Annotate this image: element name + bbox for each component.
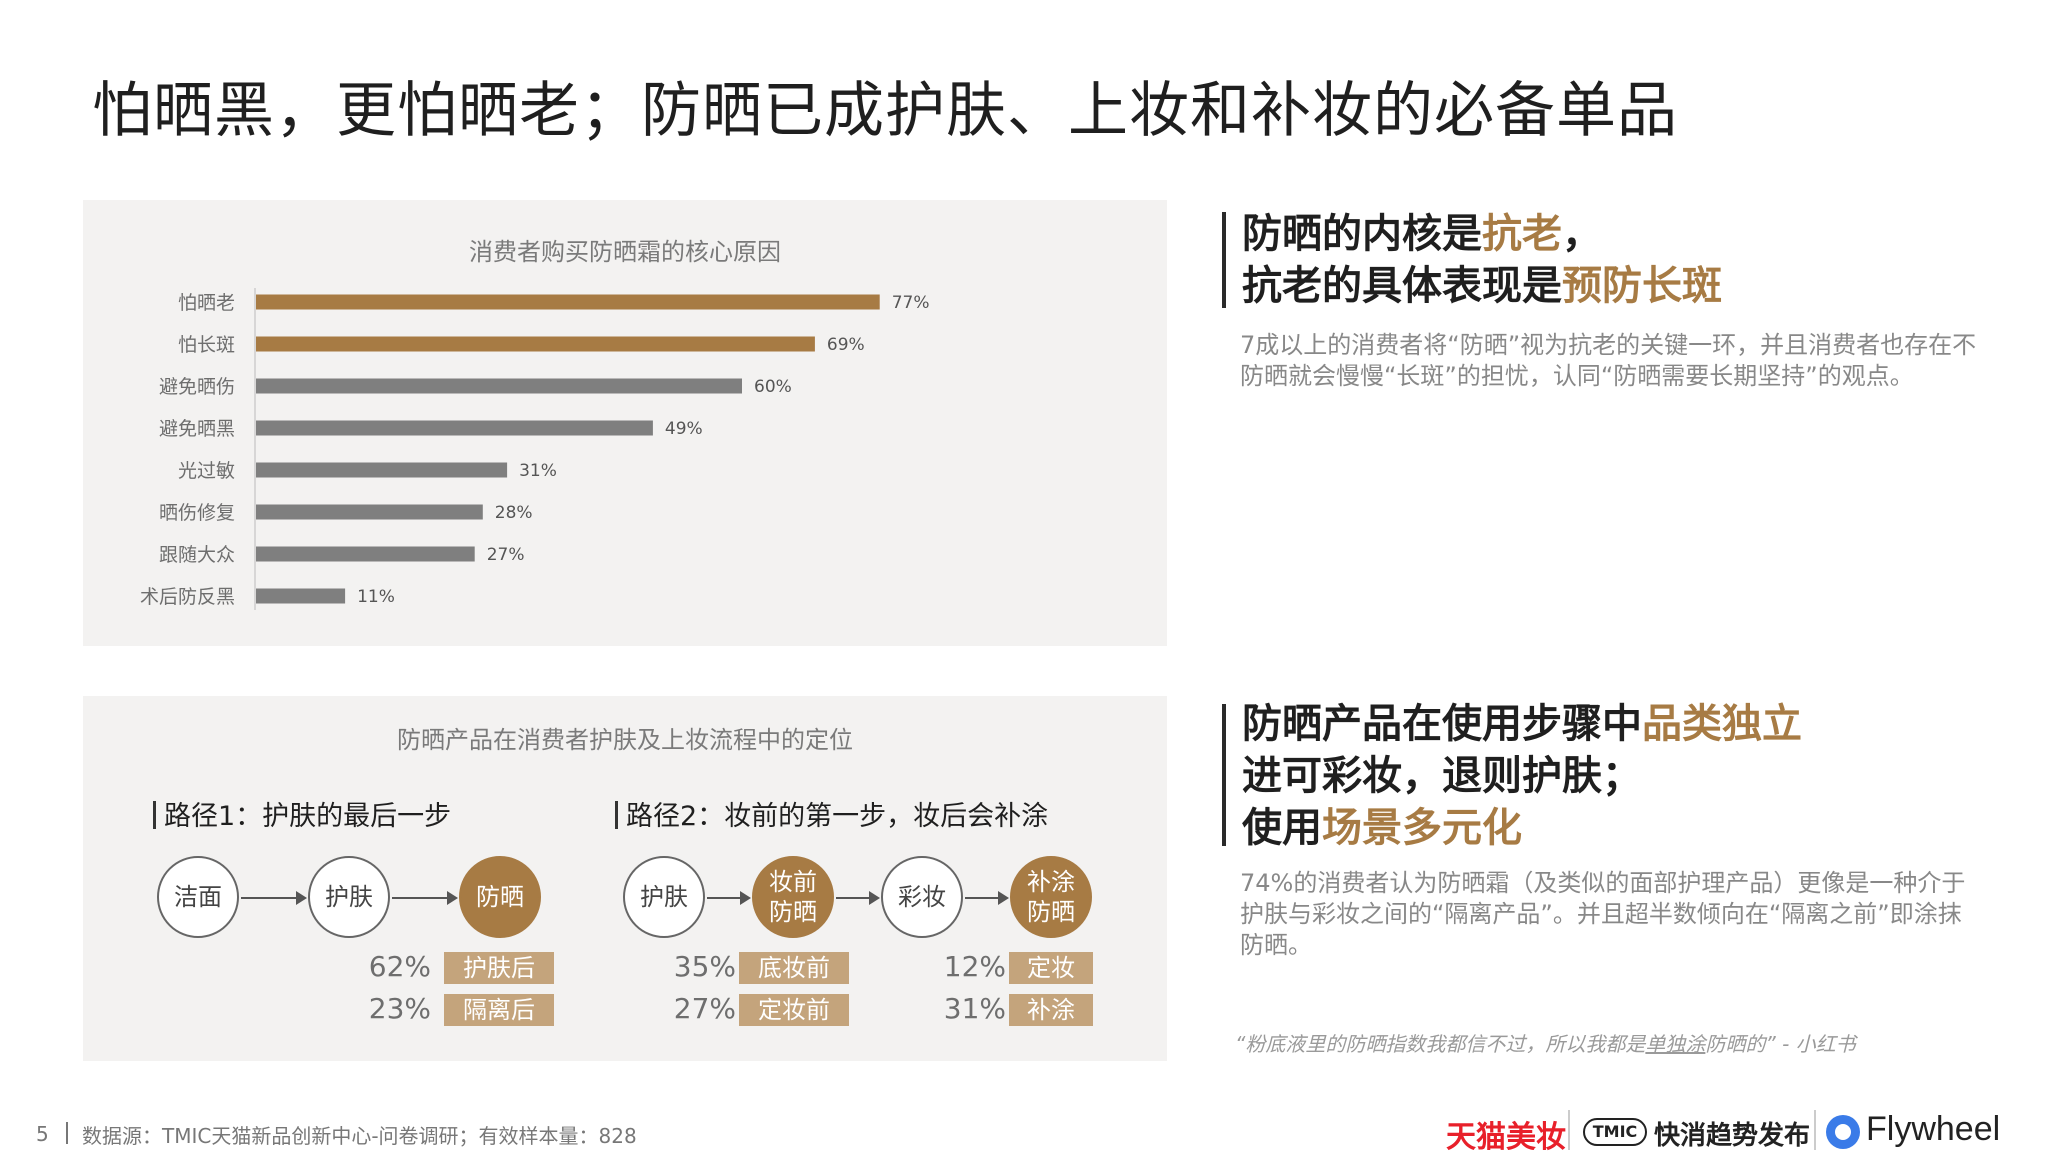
stat-tag: 定妆前 (739, 994, 849, 1026)
flywheel-logo-icon (1826, 1115, 1860, 1149)
path1-title: 路径1：护肤的最后一步 (153, 794, 451, 833)
insight2-body: 74%的消费者认为防晒霜（及类似的面部护理产品）更像是一种介于护肤与彩妆之间的“… (1240, 869, 1966, 959)
stat-tag: 底妆前 (739, 952, 849, 984)
stat-pct: 27% (673, 992, 736, 1025)
bar (256, 420, 653, 436)
page-number: 5 (36, 1122, 49, 1146)
bar (256, 336, 815, 352)
value-label: 11% (357, 587, 395, 607)
step-skincare: 护肤 (623, 856, 705, 938)
bar (256, 588, 346, 604)
category-label: 光过敏 (178, 460, 235, 482)
arrow (241, 891, 307, 905)
arrow (392, 891, 458, 905)
bar-chart-panel: 消费者购买防晒霜的核心原因 怕晒老 77% 怕长斑 69% 避免晒伤 60% 避免晒黑 49%… (83, 200, 1167, 646)
stat-pct: 35% (673, 950, 736, 983)
step-cleanse: 洁面 (157, 856, 239, 938)
bar (256, 294, 880, 310)
arrow (707, 891, 751, 905)
value-label: 27% (487, 545, 525, 565)
stat-pct: 12% (943, 950, 1006, 983)
value-label: 31% (519, 461, 557, 481)
step-sunscreen: 防晒 (459, 856, 541, 938)
tmall-beauty-logo: 天猫美妆 (1446, 1120, 1566, 1152)
category-label: 晒伤修复 (159, 502, 235, 524)
logo-divider (1814, 1110, 1816, 1150)
stat-pct: 31% (943, 992, 1006, 1025)
step-makeup: 彩妆 (881, 856, 963, 938)
chart-title: 消费者购买防晒霜的核心原因 (469, 238, 781, 266)
logo-divider (1568, 1110, 1570, 1150)
stat-tag: 隔离后 (444, 994, 554, 1026)
path2-title: 路径2：妆前的第一步，妆后会补涂 (615, 794, 1048, 833)
bar (256, 504, 483, 520)
arrow (836, 891, 880, 905)
insight2-headline: 防晒产品在使用步骤中品类独立 进可彩妆，退则护肤； 使用场景多元化 (1242, 701, 1802, 851)
step-reapply-sunscreen: 补涂 防晒 (1010, 856, 1092, 938)
footer-divider (66, 1122, 68, 1144)
stat-pct: 23% (368, 992, 431, 1025)
insight1-headline: 防晒的内核是抗老， 抗老的具体表现是预防长斑 (1242, 211, 1722, 309)
flywheel-logo-text: Flywheel (1866, 1110, 2001, 1148)
category-label: 避免晒黑 (159, 418, 235, 440)
flow-title: 防晒产品在消费者护肤及上妆流程中的定位 (397, 726, 853, 754)
category-label: 跟随大众 (159, 544, 235, 566)
tmic-logo-text: 快消趋势发布 (1654, 1121, 1811, 1151)
stat-tag: 定妆 (1009, 952, 1093, 984)
value-label: 77% (892, 293, 930, 313)
footer-source: 数据源：TMIC天猫新品创新中心-问卷调研；有效样本量：828 (82, 1124, 637, 1148)
step-skincare: 护肤 (308, 856, 390, 938)
category-label: 术后防反黑 (140, 586, 235, 608)
value-label: 69% (827, 335, 865, 355)
insight1-body: 7成以上的消费者将“防晒”视为抗老的关键一环，并且消费者也存在不防晒就会慢慢“长… (1240, 331, 1977, 390)
flow-panel: 防晒产品在消费者护肤及上妆流程中的定位 路径1：护肤的最后一步 路径2：妆前的第… (83, 696, 1167, 1061)
page-title: 怕晒黑，更怕晒老；防晒已成护肤、上妆和补妆的必备单品 (92, 76, 1678, 146)
insight2-rule (1222, 704, 1226, 846)
category-label: 怕长斑 (178, 334, 235, 356)
arrow (965, 891, 1009, 905)
category-label: 怕晒老 (178, 292, 235, 314)
value-label: 60% (754, 377, 792, 397)
value-label: 49% (665, 419, 703, 439)
bar-chart: 怕晒老 77% 怕长斑 69% 避免晒伤 60% 避免晒黑 49% 光过敏 31% 晒伤修复 28% 跟… (140, 288, 930, 610)
tmic-logo-badge: TMIC (1583, 1118, 1647, 1146)
bar (256, 546, 475, 562)
stat-pct: 62% (368, 950, 431, 983)
quote: “粉底液里的防晒指数我都信不过，所以我都是单独涂防晒的” - 小红书 (1235, 1032, 1856, 1056)
bar (256, 462, 508, 478)
bar (256, 378, 742, 394)
stat-tag: 护肤后 (444, 952, 554, 984)
category-label: 避免晒伤 (159, 376, 235, 398)
step-pre-makeup-sunscreen: 妆前 防晒 (752, 856, 834, 938)
stat-tag: 补涂 (1009, 994, 1093, 1026)
value-label: 28% (495, 503, 533, 523)
insight1-rule (1222, 212, 1226, 308)
